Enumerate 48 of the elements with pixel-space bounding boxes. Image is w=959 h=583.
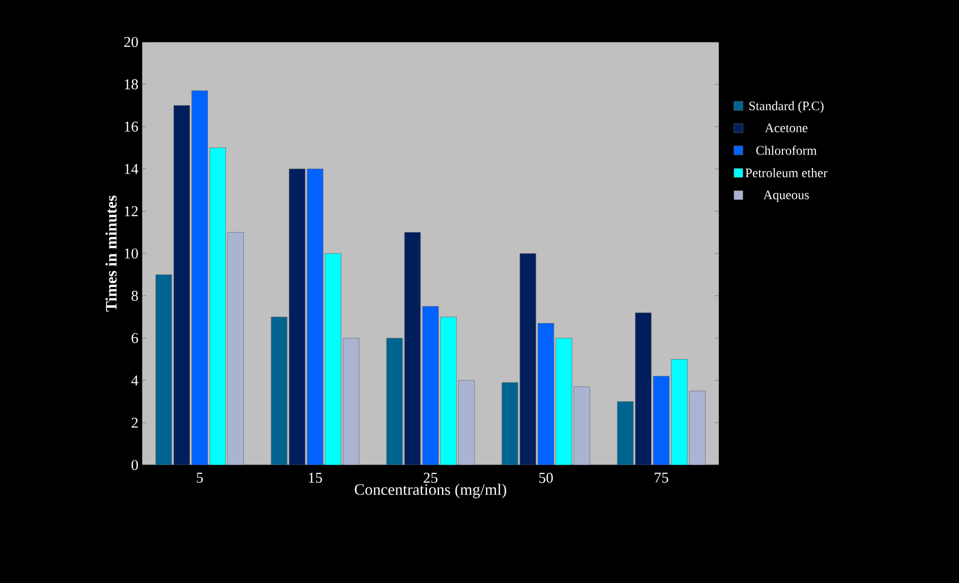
bar <box>306 168 324 465</box>
y-tick-label: 6 <box>132 333 138 344</box>
bar <box>192 90 208 465</box>
legend-label: Petroleum ether <box>746 168 828 178</box>
legend-label: Acetone <box>764 124 808 132</box>
y-tick-label: 14 <box>124 164 138 174</box>
y-tick-label: 10 <box>124 248 138 259</box>
bar <box>422 306 439 465</box>
x-tick-label: 5 <box>196 472 203 483</box>
bar <box>386 338 403 465</box>
y-tick-label: 12 <box>124 206 138 216</box>
y-tick-label: 4 <box>131 375 138 386</box>
x-tick-label: 50 <box>539 472 553 483</box>
bar <box>325 253 342 465</box>
y-tick-label: 18 <box>124 79 138 90</box>
bar <box>502 382 518 465</box>
bar <box>635 312 652 465</box>
legend-label: Standard (P.C) <box>749 101 824 113</box>
bar <box>538 323 554 465</box>
bar <box>227 232 244 465</box>
x-axis-title: Concentrations (mg/ml) <box>354 484 506 498</box>
bar <box>288 168 306 465</box>
legend-label: Chloroform <box>756 146 817 155</box>
bar <box>270 316 288 465</box>
bar <box>574 386 590 465</box>
x-tick-label: 15 <box>308 472 322 483</box>
bar <box>209 148 226 465</box>
bar <box>671 359 688 465</box>
bar <box>520 253 536 465</box>
y-tick-label: 2 <box>132 418 138 428</box>
bar <box>440 316 457 465</box>
bar <box>556 338 572 465</box>
y-tick-label: 0 <box>132 460 138 470</box>
y-axis-title: Times in minutes <box>105 196 117 312</box>
legend-label: Aqueous <box>763 190 809 202</box>
y-tick-label: 8 <box>132 290 138 301</box>
bar <box>617 401 634 465</box>
x-tick-label: 75 <box>654 472 668 483</box>
y-tick-label: 16 <box>124 122 138 132</box>
x-tick-label: 25 <box>424 472 438 483</box>
bar <box>174 105 190 465</box>
bar <box>653 376 670 465</box>
bar <box>689 390 706 465</box>
bar <box>458 380 475 465</box>
bar <box>342 338 360 465</box>
y-tick-label: 20 <box>124 36 138 48</box>
bar <box>404 232 421 465</box>
bar <box>156 274 172 465</box>
